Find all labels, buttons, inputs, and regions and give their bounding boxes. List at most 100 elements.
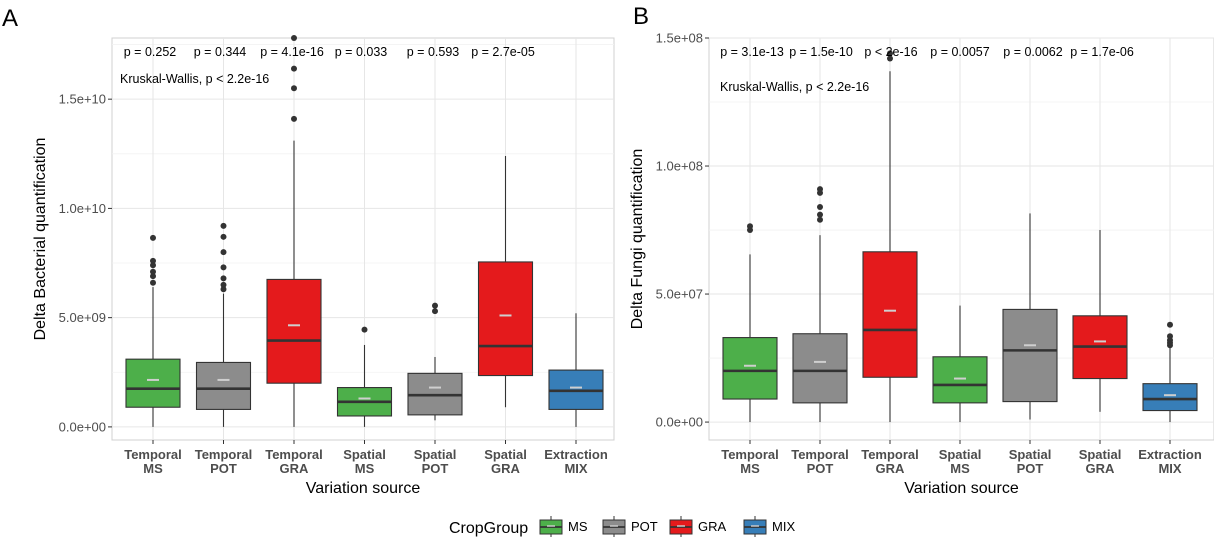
y-tick-label: 5.0e+09 — [59, 310, 106, 325]
y-axis-title: Delta Bacterial quantification — [32, 138, 49, 341]
p-value-label: p = 0.0057 — [930, 45, 989, 59]
outlier-point — [432, 302, 438, 309]
x-tick-label-line1: Extraction — [544, 447, 608, 462]
p-value-label: p = 0.344 — [194, 45, 247, 59]
box-2 — [195, 222, 252, 427]
box-iqr — [862, 251, 918, 378]
panel-letter: A — [2, 5, 18, 32]
legend-item-gra: GRA — [669, 516, 727, 537]
y-tick-label: 1.0e+10 — [59, 201, 106, 216]
y-tick-label: 5.0e+07 — [656, 287, 703, 302]
x-tick-label-line2: GRA — [1086, 461, 1116, 476]
box-5 — [407, 302, 463, 421]
box-iqr — [722, 337, 778, 400]
x-tick-label-line1: Spatial — [484, 447, 527, 462]
outlier-point — [220, 275, 227, 282]
legend-title: CropGroup — [449, 520, 528, 537]
p-value-label: p = 0.252 — [124, 45, 177, 59]
p-value-label: p = 0.033 — [335, 45, 388, 59]
outlier-point — [291, 65, 297, 72]
x-tick-label-line1: Temporal — [721, 447, 779, 462]
x-tick-label-line2: MIX — [1158, 461, 1181, 476]
x-tick-label-line2: POT — [807, 461, 834, 476]
p-value-label: p = 4.1e-16 — [260, 45, 324, 59]
outlier-point — [291, 35, 297, 41]
outlier-point — [887, 55, 893, 62]
x-tick-label-line2: MS — [950, 461, 970, 476]
x-tick-label-line2: POT — [422, 461, 449, 476]
box-7 — [1142, 321, 1198, 423]
outlier-point — [1167, 333, 1173, 340]
x-tick-label-line2: POT — [210, 461, 237, 476]
outlier-point — [817, 216, 823, 223]
box-6 — [1072, 230, 1128, 412]
box-iqr — [792, 333, 848, 404]
legend-item-mix: MIX — [743, 516, 795, 537]
outlier-point — [220, 249, 227, 256]
x-tick-label-line1: Spatial — [343, 447, 386, 462]
y-tick-label: 0.0e+00 — [656, 415, 703, 430]
x-tick-label-line1: Spatial — [414, 447, 457, 462]
box-1 — [722, 223, 778, 423]
y-tick-label: 1.5e+08 — [656, 31, 703, 46]
outlier-point — [817, 211, 823, 218]
outlier-point — [220, 222, 227, 229]
x-tick-label-line1: Temporal — [124, 447, 182, 462]
box-iqr — [477, 261, 534, 377]
box-1 — [125, 234, 181, 427]
x-axis-title: Variation source — [306, 480, 421, 497]
box-3 — [266, 35, 322, 427]
x-tick-label-line1: Spatial — [939, 447, 982, 462]
x-tick-label-line2: MS — [740, 461, 760, 476]
x-axis-title: Variation source — [904, 480, 1019, 497]
outlier-point — [1167, 321, 1173, 328]
box-iqr — [195, 361, 252, 410]
y-axis-title: Delta Fungi quantification — [629, 149, 646, 330]
outlier-point — [150, 257, 156, 264]
outlier-point — [747, 223, 753, 230]
y-tick-label: 1.5e+10 — [59, 92, 106, 107]
outlier-point — [220, 264, 227, 271]
x-tick-label-line2: POT — [1017, 461, 1044, 476]
box-6 — [477, 155, 534, 408]
panel-letter: B — [633, 3, 649, 30]
outlier-point — [150, 268, 156, 275]
x-tick-label-line1: Temporal — [861, 447, 919, 462]
legend-item-pot: POT — [602, 516, 658, 537]
x-tick-label-line1: Temporal — [265, 447, 323, 462]
p-value-label: p = 3.1e-13 — [720, 45, 784, 59]
panel-b: B0.0e+005.0e+071.0e+081.5e+08TemporalMST… — [629, 3, 1214, 497]
outlier-point — [150, 262, 156, 269]
x-tick-label-line2: GRA — [491, 461, 521, 476]
outlier-point — [361, 326, 368, 333]
legend-label: MS — [568, 519, 588, 534]
outlier-point — [817, 203, 823, 210]
p-value-label: p = 1.5e-10 — [789, 45, 853, 59]
x-tick-label-line1: Spatial — [1009, 447, 1052, 462]
x-tick-label-line1: Extraction — [1138, 447, 1202, 462]
legend-label: MIX — [772, 519, 795, 534]
outlier-point — [432, 308, 438, 315]
outlier-point — [220, 233, 227, 240]
panel-a: A0.0e+005.0e+091.0e+101.5e+10TemporalMST… — [2, 5, 615, 497]
box-5 — [1002, 213, 1058, 420]
box-4 — [932, 305, 988, 423]
kruskal-wallis-label: Kruskal-Wallis, p < 2.2e-16 — [120, 72, 269, 86]
box-iqr — [125, 358, 181, 408]
y-tick-label: 1.0e+08 — [656, 159, 703, 174]
p-value-label: p = 1.7e-06 — [1070, 45, 1134, 59]
outlier-point — [220, 286, 227, 293]
legend: CropGroup MS POT GRA MIX — [449, 516, 795, 537]
box-2 — [792, 186, 848, 423]
box-4 — [336, 326, 393, 427]
x-tick-label-line1: Temporal — [791, 447, 849, 462]
kruskal-wallis-label: Kruskal-Wallis, p < 2.2e-16 — [720, 80, 869, 94]
outlier-point — [150, 273, 156, 280]
x-tick-label-line2: MS — [143, 461, 163, 476]
y-tick-label: 0.0e+00 — [59, 419, 106, 434]
x-tick-label-line1: Spatial — [1079, 447, 1122, 462]
box-iqr — [1002, 308, 1058, 403]
p-value-label: p < 2e-16 — [864, 45, 917, 59]
